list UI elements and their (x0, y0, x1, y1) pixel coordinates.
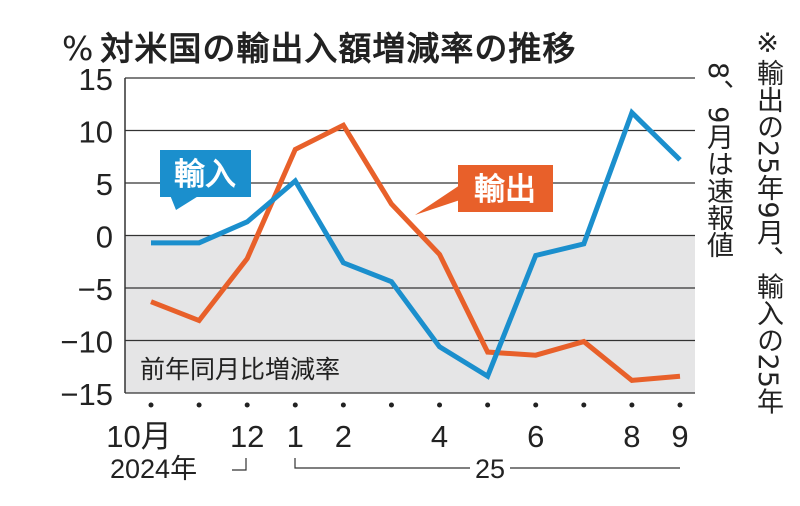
x-tick-label: 6 (527, 419, 544, 454)
x-tick-dot (196, 402, 202, 408)
y-tick-label: −10 (60, 325, 113, 360)
exports-callout-label: 輸出 (474, 172, 536, 208)
x-tick-label: 9 (671, 419, 688, 454)
x-tick-dot (148, 402, 154, 408)
year-bracket-2024 (232, 458, 247, 471)
x-tick-dot (581, 402, 587, 408)
x-tick-dot (244, 402, 250, 408)
series-line-imports (151, 108, 682, 380)
imports-callout-tail (170, 195, 200, 210)
note-line-2: 8、9月は速報値 (702, 62, 733, 259)
imports-callout-label: 輸入 (174, 157, 236, 193)
year-label-2025: 25 (475, 454, 505, 484)
year-label-2024: 2024年 (110, 454, 197, 484)
y-tick-label: 0 (96, 220, 113, 255)
y-tick-label: −15 (60, 377, 113, 412)
y-tick-label: 15 (79, 62, 113, 97)
negative-region-shade (125, 235, 695, 393)
x-tick-dot (677, 402, 683, 408)
x-tick-dot (437, 402, 443, 408)
x-tick-dot (388, 402, 394, 408)
unit-label: % (62, 29, 95, 68)
x-tick-dot (340, 402, 346, 408)
y-tick-label: −5 (78, 272, 113, 307)
chart-title-block: % 対米国の輸出入額増減率の推移 (62, 22, 576, 70)
x-tick-dot (292, 402, 298, 408)
exports-callout-tail (415, 185, 460, 215)
exports-callout-box (458, 165, 553, 212)
series-line-exports (150, 121, 681, 383)
x-tick-label: 10月 (106, 419, 171, 454)
x-tick-dot (485, 402, 491, 408)
x-tick-label: 4 (431, 419, 448, 454)
x-tick-dot (629, 402, 635, 408)
imports-callout-box (160, 150, 251, 197)
x-tick-dot (533, 402, 539, 408)
year-bracket-2025 (294, 458, 680, 469)
x-tick-label: 2 (335, 419, 352, 454)
note-line-1: ※輸出の25年9月、輸入の25年 (752, 28, 783, 415)
chart-title: 対米国の輸出入額増減率の推移 (100, 29, 577, 68)
y-tick-label: 5 (96, 167, 113, 202)
x-tick-label: 1 (287, 419, 304, 454)
x-tick-label: 12 (230, 419, 264, 454)
shaded-region-label: 前年同月比増減率 (140, 355, 340, 384)
x-tick-label: 8 (623, 419, 640, 454)
y-tick-label: 10 (79, 115, 113, 150)
